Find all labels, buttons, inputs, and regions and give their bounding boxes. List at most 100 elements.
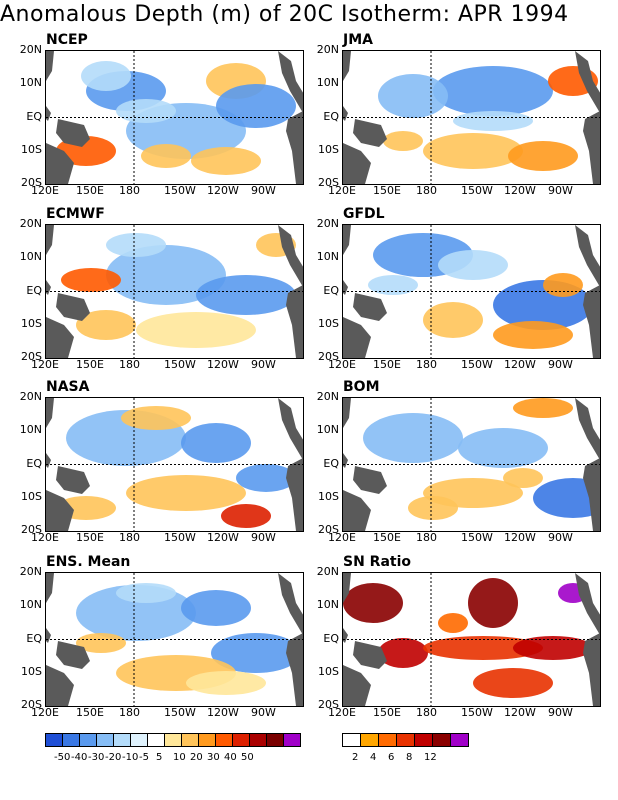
longitude-tick-label: 120W [207, 184, 239, 197]
colorbar-tick-label: 40 [224, 752, 237, 763]
anomaly-region [116, 99, 176, 123]
longitude-tick-label: 120W [207, 358, 239, 371]
central-america-land [575, 51, 600, 113]
longitude-tick-label: 90W [251, 184, 276, 197]
colorbar-tick-label: -40 [71, 752, 88, 763]
colorbar-swatch [216, 734, 233, 746]
anomaly-region [433, 66, 553, 116]
south-america-land [286, 633, 303, 706]
latitude-tick-label: 20N [19, 217, 42, 230]
anomaly-region [378, 74, 448, 118]
anomaly-region [126, 475, 246, 511]
longitude-tick-label: 120W [504, 184, 536, 197]
panel-title: SN Ratio [343, 554, 412, 570]
anomaly-region [493, 321, 573, 349]
latitude-tick-label: EQ [26, 456, 42, 470]
latitude-tick-label: EQ [323, 283, 339, 297]
new-guinea-land [56, 466, 90, 494]
latitude-tick-label: EQ [26, 283, 42, 297]
asia-land [46, 225, 54, 255]
latitude-tick-label: 10S [318, 489, 339, 503]
island-land [46, 628, 51, 643]
latitude-tick-label: 20N [316, 390, 339, 403]
longitude-tick-label: 180 [416, 184, 437, 197]
central-america-land [278, 51, 303, 113]
australia-land [343, 490, 371, 531]
latitude-tick-label: 20N [19, 43, 42, 56]
central-america-land [575, 398, 600, 460]
latitude-tick-label: 20S [21, 176, 42, 189]
longitude-tick-label: 150W [461, 706, 493, 719]
longitude-tick-label: 120E [328, 358, 356, 371]
south-america-land [583, 285, 600, 358]
central-america-land [278, 225, 303, 287]
latitude-tick-label: EQ [323, 109, 339, 123]
latitude-tick-label: 10S [21, 316, 42, 330]
anomaly-region [221, 504, 271, 528]
colorbar-tick-label: 2 [352, 752, 359, 763]
latitude-tick-label: 10S [21, 664, 42, 678]
anomaly-region [543, 273, 583, 297]
colorbar-swatch [46, 734, 63, 746]
latitude-tick-label: 20N [316, 565, 339, 578]
latitude-tick-label: 20N [19, 565, 42, 578]
map-panel-gfdl [342, 224, 601, 359]
anomaly-region [453, 111, 533, 131]
map-panel-bom [342, 397, 601, 532]
anomaly-region [423, 133, 523, 169]
central-america-land [278, 398, 303, 460]
anomaly-region [343, 583, 403, 623]
longitude-tick-label: 120E [31, 706, 59, 719]
south-america-land [583, 633, 600, 706]
australia-land [46, 665, 74, 706]
longitude-tick-label: 150E [373, 531, 401, 544]
new-guinea-land [353, 293, 387, 321]
longitude-tick-label: 180 [416, 531, 437, 544]
map-panel-sn-ratio [342, 572, 601, 707]
longitude-tick-label: 180 [119, 184, 140, 197]
anomaly-map [343, 398, 600, 531]
anomaly-region [121, 406, 191, 430]
latitude-tick-label: 10S [21, 142, 42, 156]
new-guinea-land [56, 293, 90, 321]
colorbar-tick-label: 8 [406, 752, 413, 763]
island-land [343, 280, 348, 295]
colorbar-tick-label: -50 [54, 752, 71, 763]
latitude-tick-label: EQ [323, 631, 339, 645]
latitude-tick-label: 20S [318, 523, 339, 536]
longitude-tick-label: 150W [164, 706, 196, 719]
new-guinea-land [353, 641, 387, 669]
colorbar-tick-label: 6 [388, 752, 395, 763]
anomaly-region [423, 302, 483, 338]
anomaly-region [196, 275, 296, 315]
colorbar-tick-label: -20 [105, 752, 122, 763]
asia-land [46, 398, 54, 428]
south-america-land [583, 111, 600, 184]
colorbar-tick-label: 20 [190, 752, 203, 763]
latitude-tick-label: 20S [21, 523, 42, 536]
latitude-tick-label: 20N [316, 43, 339, 56]
latitude-tick-label: 20S [21, 698, 42, 711]
anomaly-region [513, 398, 573, 418]
panel-title: ECMWF [46, 206, 105, 222]
colorbar-swatch [80, 734, 97, 746]
latitude-tick-label: EQ [26, 631, 42, 645]
longitude-tick-label: 150E [373, 358, 401, 371]
latitude-tick-label: 10S [318, 664, 339, 678]
anomaly-region [136, 312, 256, 348]
longitude-tick-label: 180 [119, 531, 140, 544]
island-land [46, 453, 51, 468]
colorbar-swatch [97, 734, 114, 746]
anomaly-region [211, 633, 301, 673]
australia-land [343, 143, 371, 184]
colorbar-tick-label: 10 [173, 752, 186, 763]
new-guinea-land [56, 119, 90, 147]
longitude-tick-label: 90W [548, 531, 573, 544]
colorbar-swatch [131, 734, 148, 746]
anomaly-map [46, 573, 303, 706]
new-guinea-land [353, 119, 387, 147]
new-guinea-land [56, 641, 90, 669]
south-america-land [286, 285, 303, 358]
new-guinea-land [353, 466, 387, 494]
map-panel-nasa [45, 397, 304, 532]
